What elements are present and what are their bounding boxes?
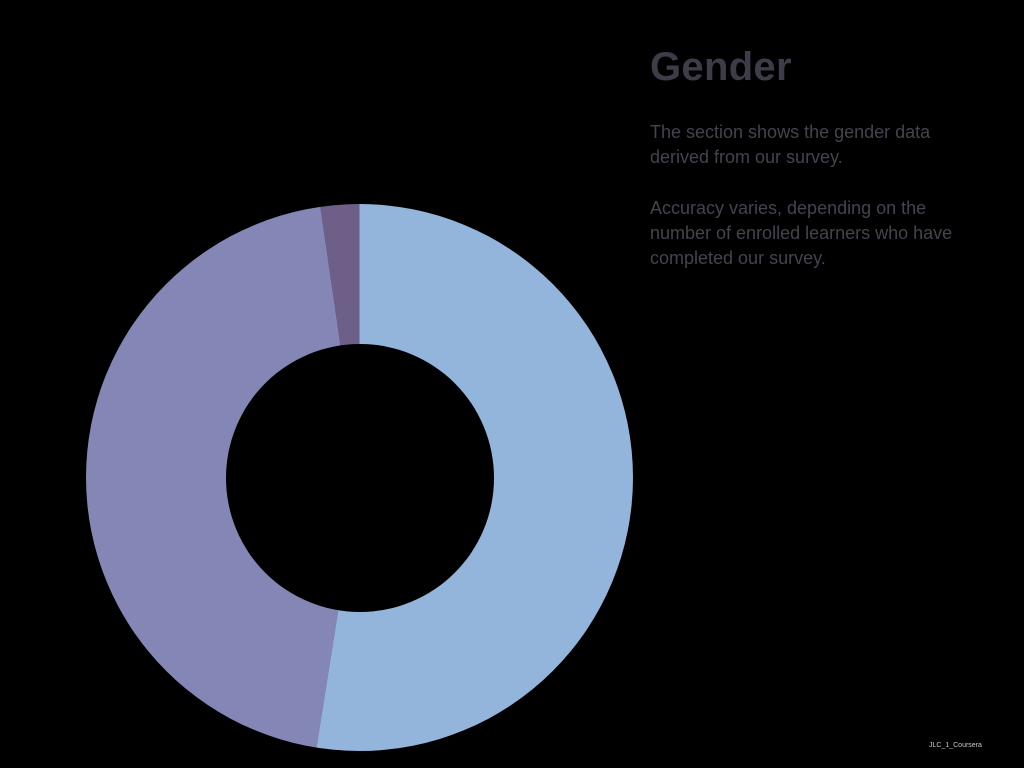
donut-hole (225, 343, 494, 612)
accuracy-text: Accuracy varies, depending on the number… (650, 198, 953, 268)
page-title: Gender (650, 45, 792, 89)
gender-donut-chart (86, 204, 633, 751)
watermark-text: JLC_1_Coursera (929, 742, 982, 749)
intro-text: The section shows the gender data derive… (650, 122, 931, 167)
text-panel: Gender The section shows the gender data… (650, 44, 980, 271)
